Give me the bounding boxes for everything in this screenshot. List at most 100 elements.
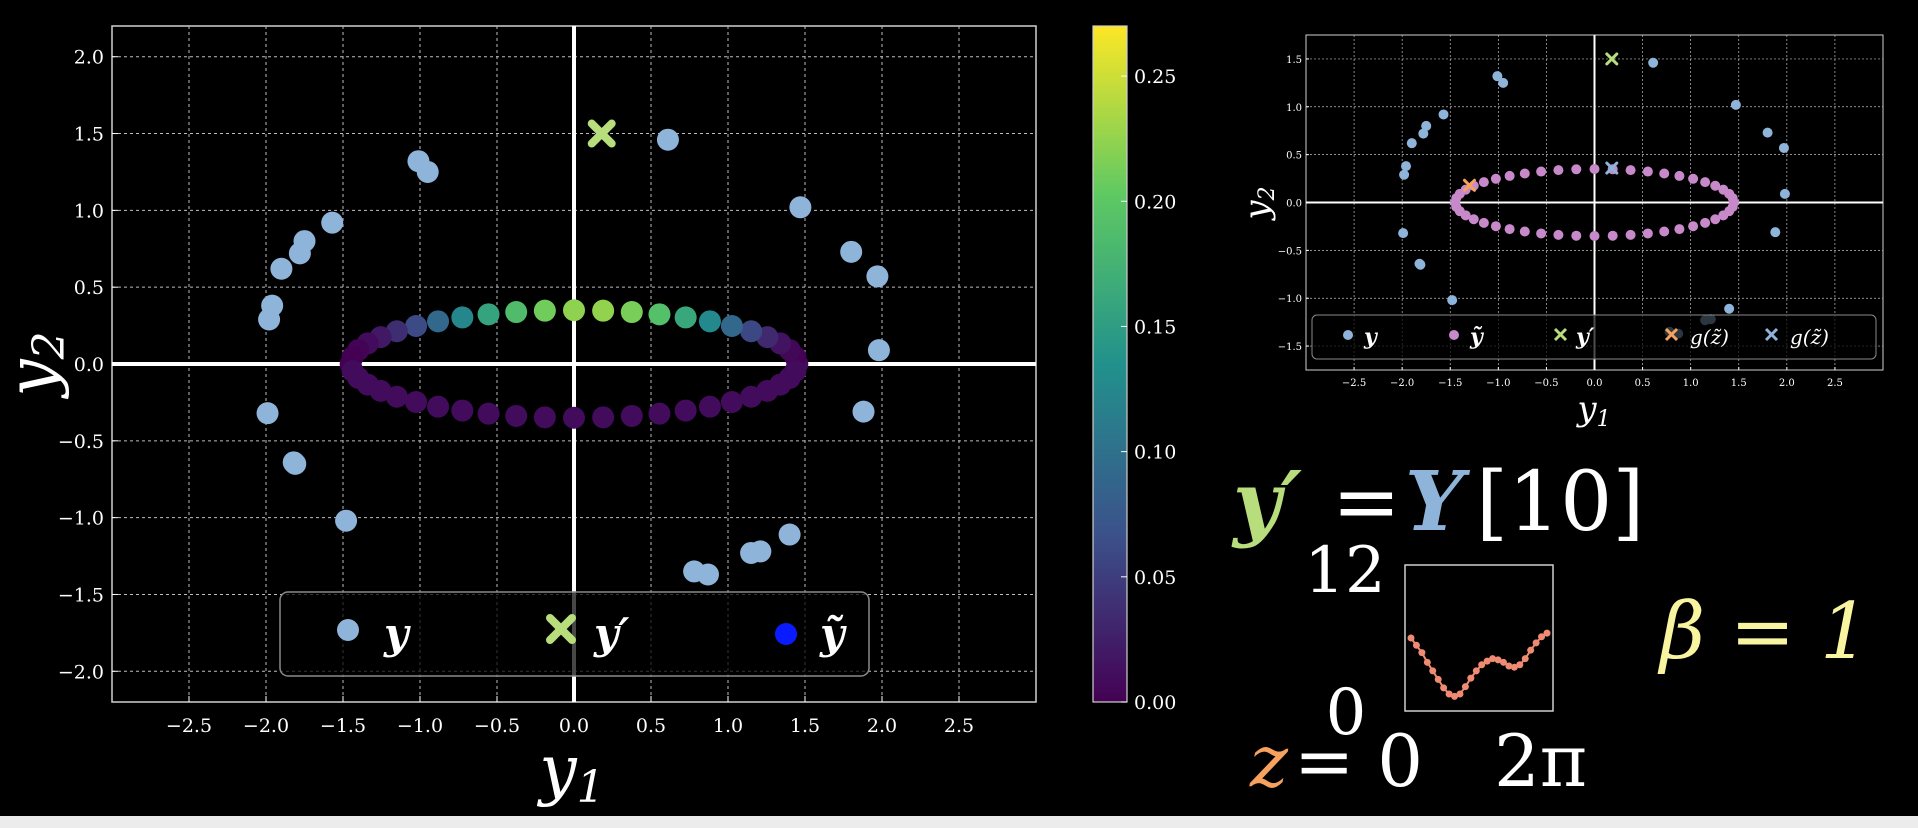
x-tick-label: −2.0 <box>1390 378 1414 389</box>
x-tick-label: 1.0 <box>1683 378 1699 389</box>
inset-legend-y-label: y <box>1363 324 1379 350</box>
inset-y-label: y2 <box>1237 186 1280 221</box>
inset-y-tilde-point <box>1478 217 1489 228</box>
inset-legend-y-marker <box>1343 330 1353 340</box>
inset-scatter-plot: −2.5 −2.0 −1.5 −1.0 −0.5 0.0 0.5 1.0 1.5 2.0 2.5 −… <box>1237 34 1884 432</box>
inset-y-tilde-point <box>1674 224 1685 235</box>
inset-y-point <box>1762 127 1773 138</box>
y-tilde-point <box>674 306 697 329</box>
x-tick-label: 1.5 <box>1731 378 1747 389</box>
inset-y-tilde-point <box>1659 226 1670 237</box>
mini-x-end-label: 2π <box>1494 719 1587 803</box>
main-scatter-plot: −2.5 −2.0 −1.5 −1.0 −0.5 0.0 0.5 1.0 1.5 2.0 2.5 −… <box>0 25 1037 813</box>
x-tick-label: −0.5 <box>1534 378 1558 389</box>
inset-y-tilde-point <box>1536 166 1547 177</box>
inset-y-tilde-point <box>1504 224 1515 235</box>
y-tilde-point <box>385 385 408 408</box>
formula-y-prime: y′ = Y [10] <box>1231 454 1644 550</box>
y-tilde-point <box>592 406 615 429</box>
y-tilde-point <box>451 306 474 329</box>
y-point <box>416 160 439 183</box>
mini-curve-point <box>1516 661 1524 669</box>
z-symbol: z <box>1249 719 1289 803</box>
inset-y-tilde-point <box>1490 173 1501 184</box>
inset-y-tilde-point <box>1700 177 1711 188</box>
inset-y-tilde-point <box>1718 184 1729 195</box>
mini-plot-frame <box>1404 564 1554 712</box>
inset-y-point <box>1730 99 1741 110</box>
main-x-ticks: −2.5 −2.0 −1.5 −1.0 −0.5 0.0 0.5 1.0 1.5 2.0 2.5 <box>166 696 974 737</box>
legend-y-prime-label: y′ <box>593 609 629 658</box>
inset-y-tilde-point <box>1519 168 1530 179</box>
main-y-prime-series <box>587 119 616 148</box>
y-tilde-point <box>533 299 556 322</box>
y-point <box>778 523 801 546</box>
x-tick-label: 0.0 <box>559 715 589 737</box>
inset-y-point <box>1401 161 1412 172</box>
x-tick-label: 0.5 <box>636 715 666 737</box>
inset-y-tilde-point <box>1659 168 1670 179</box>
formula-y-prime-symbol: y′ <box>1231 454 1303 550</box>
inset-y-tilde-point <box>1571 164 1582 175</box>
y-tilde-point <box>674 399 697 422</box>
mini-curve-point <box>1527 646 1535 654</box>
y-tilde-point <box>784 360 807 383</box>
inset-legend-box <box>1311 314 1877 360</box>
formula-index: [10] <box>1476 455 1644 550</box>
inset-marker-series <box>1462 52 1619 192</box>
y-tick-label: 1.5 <box>74 124 104 146</box>
inset-y-tilde-point <box>1642 166 1653 177</box>
mini-curve-point <box>1412 641 1420 649</box>
inset-y-tilde-point <box>1519 226 1530 237</box>
y-tilde-point <box>477 402 500 425</box>
inset-y-tilde-point <box>1490 221 1501 232</box>
mini-curve-point <box>1505 662 1513 670</box>
inset-y-point <box>1418 128 1429 139</box>
inset-y-point <box>1492 71 1503 82</box>
x-tick-label: 1.5 <box>790 715 820 737</box>
y-tilde-point <box>620 301 643 324</box>
y-point <box>789 196 812 219</box>
mini-curve-point <box>1418 649 1426 657</box>
colorbar-tick-label: 0.10 <box>1134 442 1176 464</box>
y-tilde-point <box>427 395 450 418</box>
mini-curve-point <box>1489 655 1497 663</box>
y-point <box>852 400 875 423</box>
main-x-label: y1 <box>536 731 604 813</box>
y-tilde-point <box>533 406 556 429</box>
inset-y-tilde-point <box>1553 229 1564 240</box>
x-tick-label: −2.5 <box>1342 378 1366 389</box>
y-point <box>740 541 763 564</box>
colorbar-gradient <box>1092 25 1128 703</box>
y-tick-label: 0.0 <box>1286 199 1302 210</box>
beta-label: β = 1 <box>1657 587 1870 677</box>
inset-y-tilde-point <box>1674 170 1685 181</box>
inset-y-tilde-point <box>1688 173 1699 184</box>
x-tick-label: −0.5 <box>474 715 520 737</box>
y-tilde-point <box>563 406 585 429</box>
y-tilde-point <box>698 310 721 333</box>
y-tilde-point <box>698 395 721 418</box>
y-tilde-point <box>720 391 743 414</box>
y-tilde-point <box>405 314 428 337</box>
y-point <box>270 257 293 280</box>
legend-y-marker <box>337 619 359 641</box>
legend-y-tilde-label: ỹ <box>819 609 847 658</box>
y-point <box>256 402 279 425</box>
inset-y-point <box>1770 227 1781 238</box>
y-point <box>867 339 890 362</box>
mini-curve-series <box>1407 629 1551 700</box>
mini-curve-point <box>1532 639 1540 647</box>
y-point <box>866 265 889 288</box>
y-tick-label: −0.5 <box>1278 246 1302 257</box>
mini-curve-point <box>1494 656 1502 664</box>
y-tick-label: −2.0 <box>58 661 104 683</box>
mini-curve-point <box>1423 658 1431 666</box>
mini-curve-point <box>1434 675 1442 683</box>
inset-g-orange-point <box>1462 178 1476 192</box>
y-tick-label: 1.0 <box>74 200 104 222</box>
y-point <box>321 211 344 234</box>
colorbar-tick-label: 0.15 <box>1134 316 1176 338</box>
x-tick-label: −1.5 <box>1438 378 1462 389</box>
